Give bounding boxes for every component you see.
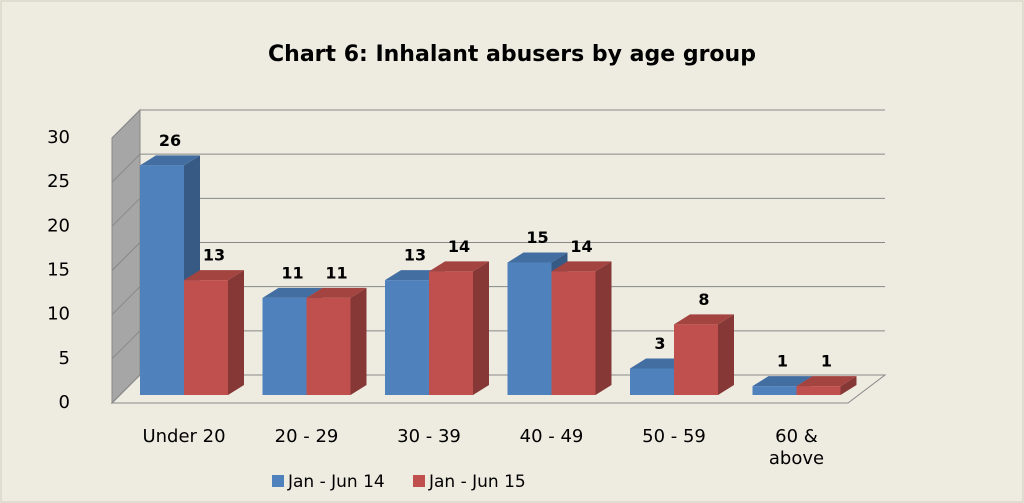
legend-label: Jan - Jun 14 <box>287 472 385 492</box>
data-label: 14 <box>448 237 470 256</box>
bar-top <box>306 287 367 298</box>
bar-side <box>595 261 612 395</box>
grid-line <box>111 242 885 271</box>
y-tick-label: 15 <box>47 260 70 281</box>
grid-line <box>111 197 885 227</box>
y-tick-label: 20 <box>47 215 70 236</box>
data-label: 13 <box>203 246 225 265</box>
bar-side <box>228 270 244 395</box>
bar-top <box>752 376 813 387</box>
bar-top <box>184 270 244 281</box>
bar-top <box>429 261 489 272</box>
bar-front <box>551 271 596 395</box>
bar-front <box>674 324 718 395</box>
bar <box>796 376 857 395</box>
chart-title: Chart 6: Inhalant abusers by age group <box>268 42 756 67</box>
x-tick-label: 60 & above <box>768 426 825 469</box>
data-label: 1 <box>777 352 788 371</box>
bar-side <box>718 314 734 395</box>
bar <box>184 270 244 395</box>
x-tick-label: 30 - 39 <box>397 426 461 447</box>
bar-front <box>429 271 473 395</box>
bar-top <box>262 287 323 298</box>
bar-front <box>507 262 552 395</box>
bar-top <box>507 252 568 263</box>
bar <box>306 287 367 395</box>
data-label: 1 <box>821 352 832 371</box>
x-tick-label: Under 20 <box>142 426 226 447</box>
bar-side <box>473 261 489 395</box>
y-tick-label: 10 <box>47 304 70 325</box>
y-tick-label: 0 <box>59 392 70 413</box>
bar-front <box>385 280 429 395</box>
legend-swatch <box>413 475 425 487</box>
y-tick-label: 25 <box>47 171 70 192</box>
bar <box>429 261 489 395</box>
y-tick-label: 5 <box>59 348 70 369</box>
data-label: 26 <box>159 131 181 150</box>
data-label: 13 <box>404 246 426 265</box>
legend-swatch <box>272 475 284 487</box>
grid-line <box>111 109 885 139</box>
x-tick-label: 20 - 29 <box>274 426 339 447</box>
bar-top <box>796 376 857 387</box>
bar <box>551 261 612 395</box>
data-label: 15 <box>526 228 548 247</box>
bar-front <box>140 165 184 395</box>
data-label: 8 <box>698 290 709 309</box>
x-tick-label: 40 - 49 <box>519 426 584 447</box>
legend-label: Jan - Jun 15 <box>428 472 526 492</box>
bar-front <box>184 280 228 395</box>
bar-front <box>630 368 674 395</box>
bar-front <box>796 386 841 395</box>
bar-side <box>350 287 367 395</box>
data-label: 14 <box>570 237 592 256</box>
bar-top <box>674 314 734 325</box>
bar-front <box>262 297 307 395</box>
bar-side <box>840 376 857 395</box>
y-tick-label: 30 <box>47 127 70 148</box>
bar-top <box>140 155 200 166</box>
bar-front <box>752 386 797 395</box>
bar <box>674 314 734 395</box>
data-label: 11 <box>281 263 303 282</box>
bar-top <box>551 261 612 272</box>
data-label: 11 <box>325 263 347 282</box>
grid-line <box>111 153 885 183</box>
bar-front <box>306 297 351 395</box>
x-tick-label: 50 - 59 <box>642 426 706 447</box>
data-label: 3 <box>654 334 665 353</box>
